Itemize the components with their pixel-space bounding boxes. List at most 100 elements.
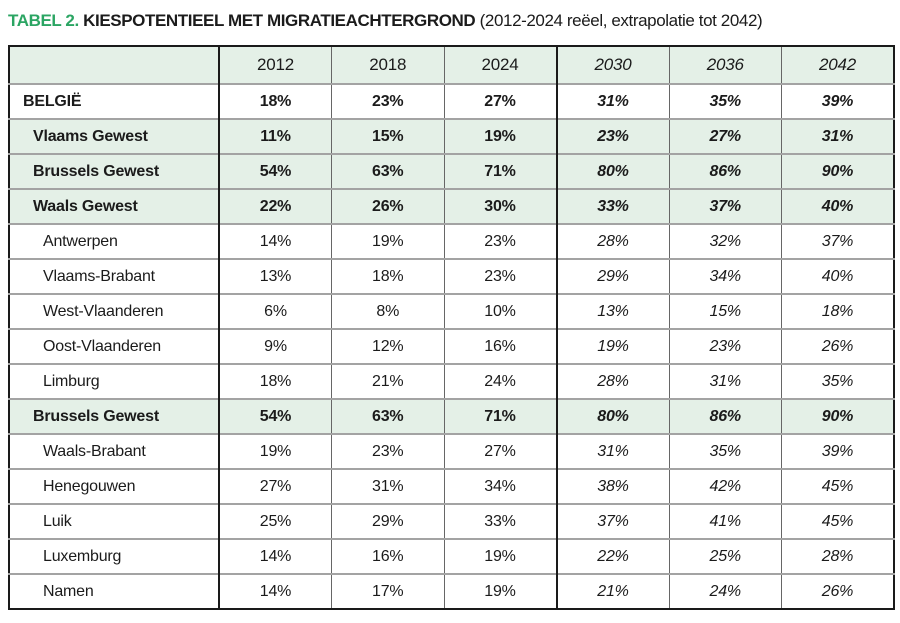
cell-value: 23% bbox=[556, 118, 670, 154]
cell-value: 37% bbox=[556, 503, 670, 539]
header-cell-year: 2042 bbox=[781, 46, 894, 84]
row-label: Waals-Brabant bbox=[9, 433, 220, 469]
cell-value: 41% bbox=[669, 503, 782, 539]
cell-value: 23% bbox=[331, 83, 445, 119]
cell-value: 26% bbox=[781, 328, 894, 364]
header-cell-year: 2012 bbox=[219, 46, 332, 84]
cell-value: 22% bbox=[556, 538, 670, 574]
cell-value: 35% bbox=[669, 83, 782, 119]
row-label: Waals Gewest bbox=[9, 188, 220, 224]
header-cell-year: 2024 bbox=[444, 46, 558, 84]
cell-value: 6% bbox=[219, 293, 332, 329]
cell-value: 29% bbox=[331, 503, 445, 539]
cell-value: 80% bbox=[556, 398, 670, 434]
cell-value: 27% bbox=[444, 83, 558, 119]
header-cell-empty bbox=[9, 46, 220, 84]
row-label: Antwerpen bbox=[9, 223, 220, 259]
cell-value: 23% bbox=[444, 223, 558, 259]
cell-value: 12% bbox=[331, 328, 445, 364]
header-cell-year: 2036 bbox=[669, 46, 782, 84]
row-label: Vlaams-Brabant bbox=[9, 258, 220, 294]
table-row: Waals Gewest 22% 26% 30% 33% 37% 40% bbox=[9, 188, 894, 224]
cell-value: 32% bbox=[669, 223, 782, 259]
cell-value: 19% bbox=[444, 573, 558, 609]
cell-value: 80% bbox=[556, 153, 670, 189]
row-label: Henegouwen bbox=[9, 468, 220, 504]
cell-value: 54% bbox=[219, 153, 332, 189]
row-label: Vlaams Gewest bbox=[9, 118, 220, 154]
row-label: Luxemburg bbox=[9, 538, 220, 574]
cell-value: 23% bbox=[331, 433, 445, 469]
table-row: Brussels Gewest 54% 63% 71% 80% 86% 90% bbox=[9, 398, 894, 434]
cell-value: 45% bbox=[781, 503, 894, 539]
cell-value: 63% bbox=[331, 398, 445, 434]
row-label: BELGIË bbox=[9, 83, 220, 119]
cell-value: 21% bbox=[556, 573, 670, 609]
cell-value: 22% bbox=[219, 188, 332, 224]
cell-value: 28% bbox=[556, 223, 670, 259]
cell-value: 27% bbox=[219, 468, 332, 504]
cell-value: 15% bbox=[669, 293, 782, 329]
cell-value: 15% bbox=[331, 118, 445, 154]
table-row: Brussels Gewest 54% 63% 71% 80% 86% 90% bbox=[9, 153, 894, 189]
table-row: Henegouwen 27% 31% 34% 38% 42% 45% bbox=[9, 468, 894, 504]
cell-value: 40% bbox=[781, 258, 894, 294]
cell-value: 28% bbox=[556, 363, 670, 399]
table-row: West-Vlaanderen 6% 8% 10% 13% 15% 18% bbox=[9, 293, 894, 329]
table-row: Limburg 18% 21% 24% 28% 31% 35% bbox=[9, 363, 894, 399]
cell-value: 23% bbox=[669, 328, 782, 364]
row-label: Luik bbox=[9, 503, 220, 539]
cell-value: 19% bbox=[556, 328, 670, 364]
cell-value: 31% bbox=[669, 363, 782, 399]
cell-value: 33% bbox=[444, 503, 558, 539]
header-cell-year: 2030 bbox=[556, 46, 670, 84]
cell-value: 45% bbox=[781, 468, 894, 504]
cell-value: 24% bbox=[444, 363, 558, 399]
cell-value: 14% bbox=[219, 573, 332, 609]
cell-value: 9% bbox=[219, 328, 332, 364]
cell-value: 31% bbox=[556, 83, 670, 119]
cell-value: 18% bbox=[219, 363, 332, 399]
row-label: West-Vlaanderen bbox=[9, 293, 220, 329]
cell-value: 39% bbox=[781, 83, 894, 119]
table-row: Luxemburg 14% 16% 19% 22% 25% 28% bbox=[9, 538, 894, 574]
cell-value: 42% bbox=[669, 468, 782, 504]
cell-value: 35% bbox=[781, 363, 894, 399]
cell-value: 27% bbox=[444, 433, 558, 469]
row-label: Namen bbox=[9, 573, 220, 609]
cell-value: 28% bbox=[781, 538, 894, 574]
cell-value: 23% bbox=[444, 258, 558, 294]
cell-value: 10% bbox=[444, 293, 558, 329]
cell-value: 17% bbox=[331, 573, 445, 609]
title-tag: TABEL 2. bbox=[8, 11, 79, 30]
header-cell-year: 2018 bbox=[331, 46, 445, 84]
cell-value: 26% bbox=[781, 573, 894, 609]
cell-value: 71% bbox=[444, 153, 558, 189]
cell-value: 90% bbox=[781, 398, 894, 434]
table-row: Vlaams Gewest 11% 15% 19% 23% 27% 31% bbox=[9, 118, 894, 154]
table-title: TABEL 2. KIESPOTENTIEEL MET MIGRATIEACHT… bbox=[8, 10, 893, 32]
cell-value: 86% bbox=[669, 398, 782, 434]
cell-value: 14% bbox=[219, 223, 332, 259]
cell-value: 29% bbox=[556, 258, 670, 294]
table-body: BELGIË 18% 23% 27% 31% 35% 39% Vlaams Gewest 11%… bbox=[9, 83, 894, 609]
cell-value: 39% bbox=[781, 433, 894, 469]
row-label: Limburg bbox=[9, 363, 220, 399]
cell-value: 37% bbox=[781, 223, 894, 259]
cell-value: 38% bbox=[556, 468, 670, 504]
table-row: BELGIË 18% 23% 27% 31% 35% 39% bbox=[9, 83, 894, 119]
cell-value: 8% bbox=[331, 293, 445, 329]
cell-value: 63% bbox=[331, 153, 445, 189]
cell-value: 18% bbox=[331, 258, 445, 294]
cell-value: 90% bbox=[781, 153, 894, 189]
cell-value: 18% bbox=[781, 293, 894, 329]
cell-value: 18% bbox=[219, 83, 332, 119]
cell-value: 24% bbox=[669, 573, 782, 609]
cell-value: 21% bbox=[331, 363, 445, 399]
cell-value: 25% bbox=[669, 538, 782, 574]
cell-value: 16% bbox=[444, 328, 558, 364]
row-label: Oost-Vlaanderen bbox=[9, 328, 220, 364]
cell-value: 71% bbox=[444, 398, 558, 434]
table-row: Waals-Brabant 19% 23% 27% 31% 35% 39% bbox=[9, 433, 894, 469]
